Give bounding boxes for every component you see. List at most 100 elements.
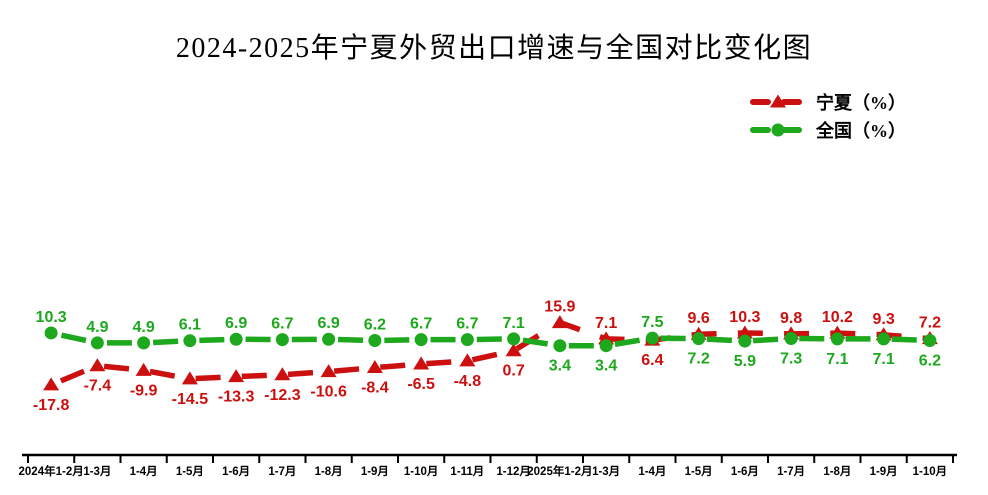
ningxia-data-point xyxy=(228,369,245,383)
national-data-point xyxy=(738,334,752,348)
ningxia-data-label: -6.5 xyxy=(407,376,435,393)
ningxia-data-label: 15.9 xyxy=(544,299,575,316)
national-data-point xyxy=(368,334,382,348)
legend-label-national: 全国（%） xyxy=(816,121,906,141)
national-data-label: 10.3 xyxy=(36,309,67,326)
ningxia-data-label: -13.3 xyxy=(218,389,255,406)
national-data-point xyxy=(460,333,474,347)
ningxia-data-point xyxy=(505,343,522,357)
national-data-label: 6.1 xyxy=(179,317,201,334)
national-data-label: 4.9 xyxy=(86,319,108,336)
ningxia-data-point xyxy=(43,377,60,391)
national-data-point xyxy=(692,332,706,346)
x-axis-category-label: 1-3月 xyxy=(592,465,620,478)
national-data-point xyxy=(830,332,844,346)
x-axis-category-label: 1-7月 xyxy=(777,465,805,478)
national-data-label: 6.9 xyxy=(318,315,340,332)
national-data-point xyxy=(784,331,798,345)
x-axis-category-label: 1-12月 xyxy=(496,465,531,478)
ningxia-data-point xyxy=(274,367,291,381)
x-axis-category-label: 1-4月 xyxy=(130,465,158,478)
national-data-label: 6.7 xyxy=(456,316,478,333)
ningxia-data-point xyxy=(181,371,198,385)
national-data-label: 5.9 xyxy=(734,353,756,370)
x-axis-category-label: 1-6月 xyxy=(731,465,759,478)
national-data-point xyxy=(275,333,289,347)
x-axis-category-label: 1-8月 xyxy=(823,465,851,478)
national-data-point xyxy=(44,326,58,340)
national-data-label: 4.9 xyxy=(133,319,155,336)
ningxia-data-label: -14.5 xyxy=(172,391,209,408)
ningxia-data-label: -7.4 xyxy=(84,378,112,395)
ningxia-data-point xyxy=(551,315,568,329)
x-axis-category-label: 1-5月 xyxy=(685,465,713,478)
ningxia-data-label: -8.4 xyxy=(361,380,389,397)
x-axis-category-label: 1-10月 xyxy=(404,465,439,478)
chart-title: 2024-2025年宁夏外贸出口增速与全国对比变化图 xyxy=(175,33,813,64)
national-data-label: 7.2 xyxy=(688,351,710,368)
x-axis-category-label: 1-9月 xyxy=(361,465,389,478)
national-data-label: 6.7 xyxy=(410,316,432,333)
national-data-label: 7.1 xyxy=(873,351,895,368)
ningxia-data-label: 9.3 xyxy=(873,311,895,328)
national-series-line xyxy=(50,330,930,349)
x-axis-category-label: 1-6月 xyxy=(222,465,250,478)
ningxia-data-label: -10.6 xyxy=(310,384,347,401)
ningxia-data-point xyxy=(135,362,152,376)
national-data-label: 6.7 xyxy=(271,316,293,333)
national-data-label: 6.2 xyxy=(919,353,941,370)
national-data-point xyxy=(229,332,243,346)
national-data-point xyxy=(183,334,197,348)
national-data-label: 7.1 xyxy=(826,351,848,368)
ningxia-line-swatch xyxy=(750,94,806,108)
national-data-point xyxy=(137,336,151,350)
national-data-label: 3.4 xyxy=(549,358,571,375)
national-data-label: 3.4 xyxy=(595,358,617,375)
legend: 宁夏（%） 全国（%） xyxy=(750,90,906,142)
national-data-point xyxy=(553,339,567,353)
ningxia-data-label: 10.3 xyxy=(729,309,760,326)
ningxia-data-label: -9.9 xyxy=(130,382,158,399)
x-axis-category-label: 2024年1-2月 xyxy=(19,464,84,478)
national-data-point xyxy=(322,332,336,346)
ningxia-data-point xyxy=(459,353,476,367)
ningxia-data-label: -17.8 xyxy=(33,397,70,414)
ningxia-data-label: -12.3 xyxy=(264,387,301,404)
national-data-label: 6.2 xyxy=(364,317,386,334)
national-data-label: 6.9 xyxy=(225,315,247,332)
ningxia-data-label: 10.2 xyxy=(822,309,853,326)
x-axis-category-label: 1-10月 xyxy=(913,465,948,478)
x-axis-category-label: 2025年1-2月 xyxy=(527,464,592,478)
national-data-label: 7.1 xyxy=(503,315,525,332)
legend-label-ningxia: 宁夏（%） xyxy=(816,93,906,113)
ningxia-data-point xyxy=(413,356,430,370)
national-data-point xyxy=(645,331,659,345)
x-axis-category-label: 1-7月 xyxy=(268,465,296,478)
ningxia-series-line xyxy=(50,319,931,388)
legend-triangle-marker xyxy=(770,94,786,108)
x-axis-category-label: 1-8月 xyxy=(315,465,343,478)
ningxia-data-point xyxy=(736,325,753,339)
national-data-point xyxy=(90,336,104,350)
x-axis-category-label: 1-11月 xyxy=(450,465,484,478)
ningxia-data-point xyxy=(89,358,106,372)
national-data-point xyxy=(414,333,428,347)
ningxia-data-label: 0.7 xyxy=(503,363,525,380)
national-data-point xyxy=(923,334,937,348)
ningxia-data-point xyxy=(320,364,337,378)
ningxia-data-label: 7.1 xyxy=(595,315,617,332)
national-data-point xyxy=(507,332,521,346)
ningxia-data-point xyxy=(366,360,383,374)
national-line-swatch xyxy=(750,123,806,137)
national-data-point xyxy=(877,332,891,346)
ningxia-data-label: 7.2 xyxy=(919,315,941,332)
legend-item-national: 全国（%） xyxy=(750,118,906,142)
ningxia-data-label: -4.8 xyxy=(454,373,482,390)
x-axis-category-label: 1-5月 xyxy=(176,465,204,478)
x-axis-category-label: 1-3月 xyxy=(83,465,111,478)
national-data-label: 7.5 xyxy=(641,314,663,331)
national-data-label: 7.3 xyxy=(780,350,802,367)
ningxia-data-label: 6.4 xyxy=(641,352,663,369)
